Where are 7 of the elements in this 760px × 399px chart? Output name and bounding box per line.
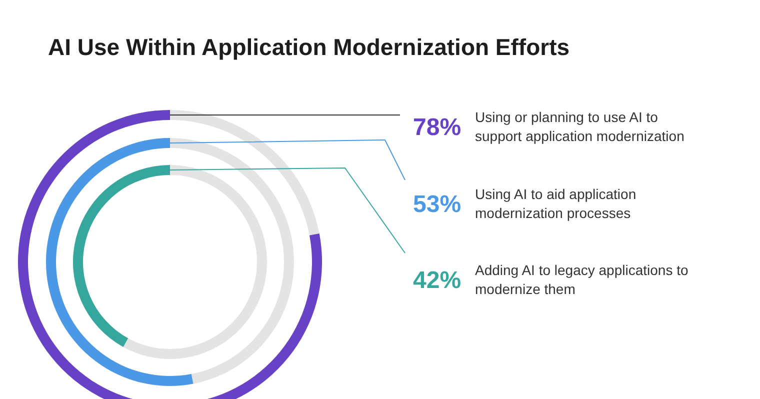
category-label: Adding AI to legacy applications to modernize them (475, 262, 688, 297)
data-label: 53% (413, 191, 462, 218)
data-label: 78% (413, 114, 462, 141)
category-label: Using or planning to use AI to support application modernization (475, 109, 684, 144)
text: AI Use Within Application Modernization Efforts (48, 34, 570, 60)
category-label: Using AI to aid application modernization processes (475, 186, 636, 221)
data-label: 42% (413, 267, 462, 294)
